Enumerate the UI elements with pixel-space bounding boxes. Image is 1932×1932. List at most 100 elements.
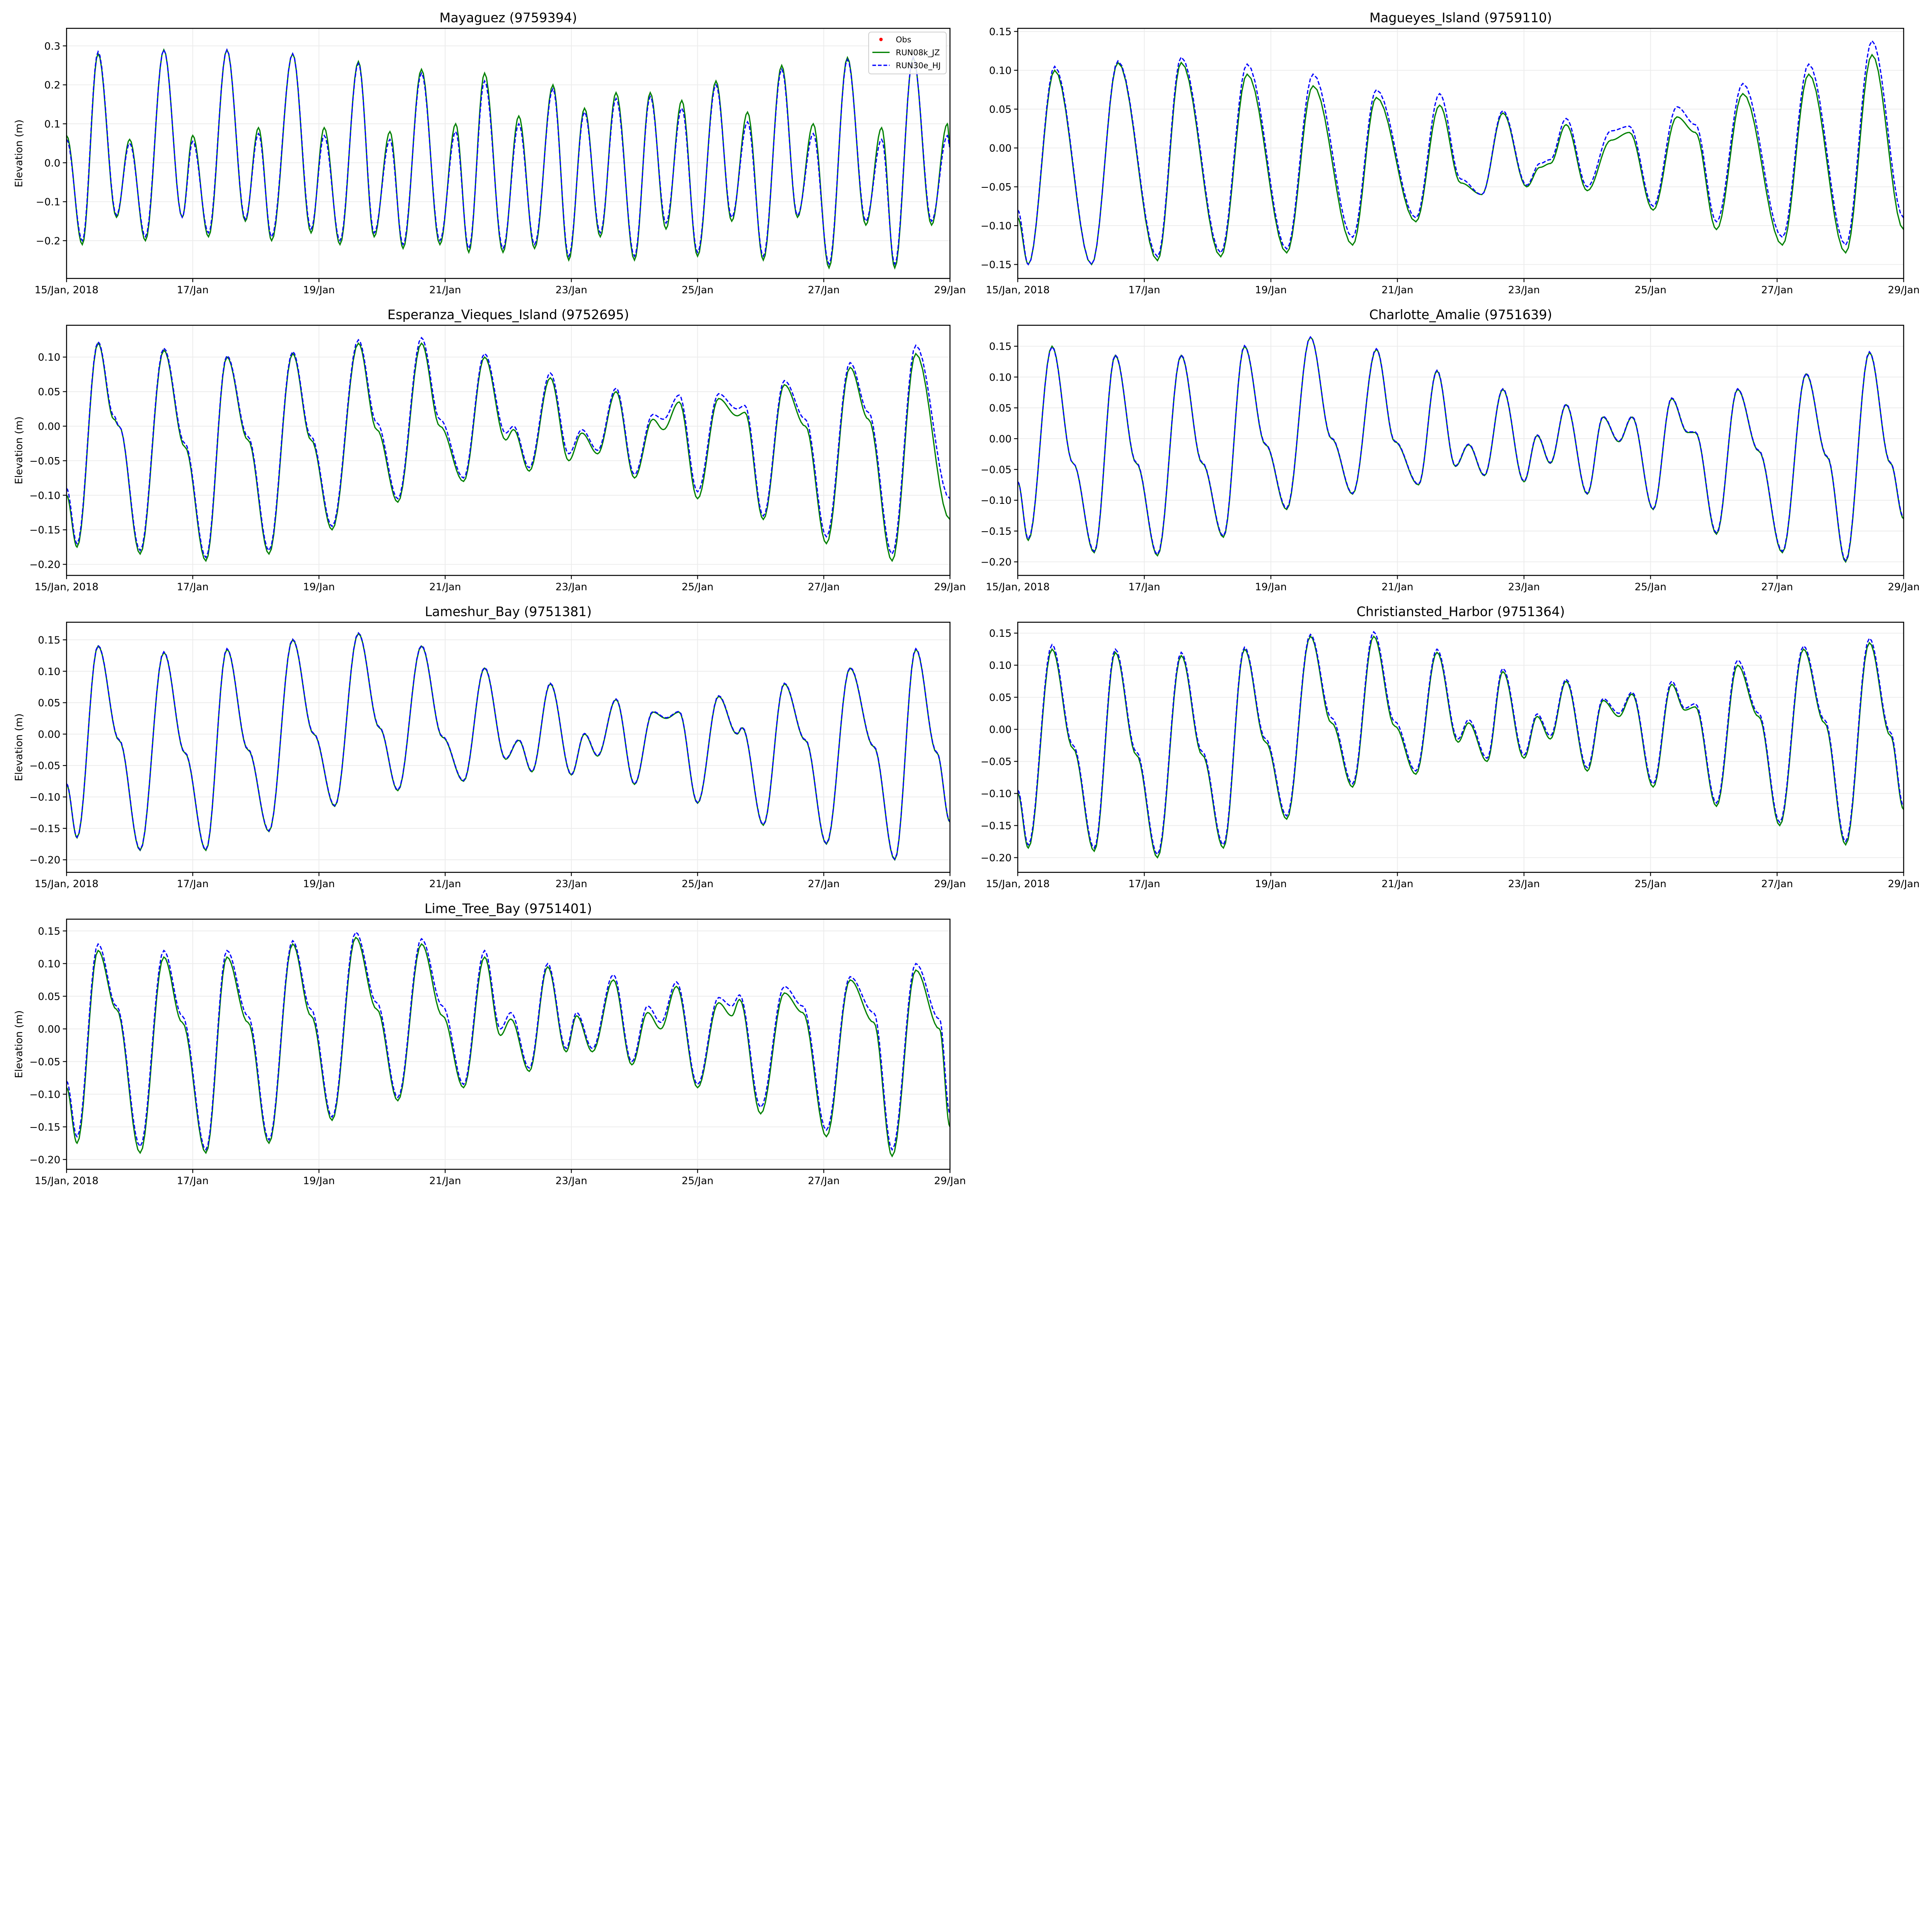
subplot-6: 15/Jan, 2018 17/Jan 19/Jan 21/Jan 23/Jan 25/J… — [981, 604, 1920, 890]
x-tick-label: 25/Jan — [682, 1175, 713, 1187]
subplot-title: Lameshur_Bay (9751381) — [425, 604, 592, 619]
y-tick-label: −0.05 — [29, 456, 60, 467]
series-line-RUN30e_HJ — [66, 48, 950, 266]
x-tick-label: 27/Jan — [808, 581, 840, 593]
axes-frame — [1017, 325, 1904, 576]
x-tick-label: 19/Jan — [303, 581, 335, 593]
y-axis-label: Elevation (m) — [13, 417, 25, 485]
x-tick-label: 17/Jan — [1128, 284, 1160, 296]
x-tick-label: 27/Jan — [1761, 581, 1793, 593]
subplot-5: 15/Jan, 2018 17/Jan 19/Jan 21/Jan 23/Jan 25/J… — [13, 604, 966, 890]
series-line-RUN30e_HJ — [66, 931, 950, 1151]
y-tick-label: −0.05 — [29, 760, 60, 772]
x-tick-label: 23/Jan — [556, 581, 587, 593]
y-tick-label: −0.05 — [29, 1056, 60, 1068]
y-tick-label: −0.15 — [981, 259, 1012, 271]
x-tick-label: 15/Jan, 2018 — [34, 284, 98, 296]
x-tick-label: 25/Jan — [1634, 284, 1666, 296]
x-tick-label: 17/Jan — [177, 878, 209, 890]
series-line-RUN30e_HJ — [1017, 336, 1904, 562]
x-tick-label: 21/Jan — [1381, 581, 1413, 593]
x-tick-label: 27/Jan — [1761, 878, 1793, 890]
x-tick-label: 15/Jan, 2018 — [986, 284, 1049, 296]
axes-frame — [66, 28, 951, 279]
legend: Obs RUN08k_JZ RUN30e_HJ — [868, 31, 947, 75]
y-axis-label: Elevation (m) — [13, 713, 25, 781]
y-axis-label: Elevation (m) — [13, 1010, 25, 1078]
y-tick-label: 0.15 — [989, 26, 1012, 38]
subplot-title: Lime_Tree_Bay (9751401) — [425, 901, 592, 916]
y-tick-label: −0.05 — [981, 464, 1012, 476]
x-tick-label: 17/Jan — [1128, 878, 1160, 890]
x-tick-label: 21/Jan — [429, 878, 461, 890]
y-tick-label: 0.00 — [38, 1024, 60, 1035]
series-line-RUN08k_JZ — [1017, 635, 1904, 859]
y-tick-label: 0.00 — [38, 421, 60, 432]
x-tick-label: 19/Jan — [1255, 581, 1287, 593]
x-tick-label: 23/Jan — [1508, 878, 1540, 890]
legend-box — [868, 31, 947, 75]
x-tick-label: 27/Jan — [1761, 284, 1793, 296]
x-tick-label: 21/Jan — [429, 581, 461, 593]
x-tick-label: 23/Jan — [1508, 284, 1540, 296]
x-tick-label: 25/Jan — [682, 878, 713, 890]
axes-frame — [66, 918, 951, 1170]
y-tick-label: 0.05 — [989, 403, 1012, 414]
y-tick-label: 0.00 — [989, 724, 1012, 736]
axes-frame — [66, 622, 951, 873]
x-tick-label: 29/Jan — [934, 1175, 966, 1187]
legend-marker-obs — [879, 37, 883, 41]
x-tick-label: 29/Jan — [934, 878, 966, 890]
y-tick-label: 0.15 — [38, 926, 60, 937]
y-tick-label: 0.15 — [989, 341, 1012, 353]
subplot-title: Christiansted_Harbor (9751364) — [1357, 604, 1565, 619]
x-tick-label: 15/Jan, 2018 — [34, 1175, 98, 1187]
x-tick-label: 23/Jan — [556, 284, 587, 296]
series-line-RUN30e_HJ — [1017, 39, 1904, 266]
y-tick-label: −0.15 — [29, 823, 60, 835]
x-tick-label: 17/Jan — [177, 284, 209, 296]
y-tick-label: 0.1 — [44, 119, 61, 130]
y-tick-label: −0.20 — [29, 1154, 60, 1166]
y-tick-label: 0.10 — [38, 958, 60, 970]
axes-frame — [1017, 622, 1904, 873]
x-tick-label: 19/Jan — [303, 1175, 335, 1187]
y-tick-label: 0.2 — [44, 80, 61, 91]
subplot-title: Magueyes_Island (9759110) — [1369, 10, 1552, 25]
x-tick-label: 29/Jan — [934, 284, 966, 296]
y-tick-label: −0.15 — [981, 820, 1012, 832]
x-tick-label: 21/Jan — [1381, 878, 1413, 890]
axes-frame — [1017, 28, 1904, 279]
x-tick-label: 15/Jan, 2018 — [34, 581, 98, 593]
y-tick-label: 0.10 — [38, 352, 60, 364]
x-tick-label: 29/Jan — [1888, 878, 1920, 890]
series-line-RUN30e_HJ — [1017, 631, 1904, 856]
y-tick-label: 0.05 — [38, 386, 60, 398]
x-tick-label: 19/Jan — [303, 878, 335, 890]
y-tick-label: −0.2 — [36, 235, 60, 247]
y-tick-label: −0.20 — [981, 852, 1012, 864]
subplot-1: 15/Jan, 2018 17/Jan 19/Jan 21/Jan 23/Jan 25/J… — [13, 10, 966, 296]
x-tick-label: 15/Jan, 2018 — [34, 878, 98, 890]
y-tick-label: 0.05 — [989, 692, 1012, 704]
y-tick-label: 0.00 — [38, 729, 60, 740]
x-tick-label: 21/Jan — [1381, 284, 1413, 296]
y-tick-label: 0.3 — [44, 41, 61, 52]
legend-label: RUN08k_JZ — [896, 48, 940, 58]
y-tick-label: −0.20 — [29, 855, 60, 866]
y-tick-label: −0.20 — [981, 557, 1012, 568]
x-tick-label: 25/Jan — [1634, 878, 1666, 890]
x-tick-label: 23/Jan — [1508, 581, 1540, 593]
x-tick-label: 27/Jan — [808, 1175, 840, 1187]
subplot-title: Charlotte_Amalie (9751639) — [1369, 307, 1552, 322]
subplots: 15/Jan, 2018 17/Jan 19/Jan 21/Jan 23/Jan 25/J… — [13, 10, 1920, 1187]
y-tick-label: 0.10 — [989, 65, 1012, 77]
axes-frame — [66, 325, 951, 576]
x-tick-label: 25/Jan — [682, 284, 713, 296]
figure: 15/Jan, 2018 17/Jan 19/Jan 21/Jan 23/Jan 25/J… — [13, 10, 1920, 1187]
series-line-RUN30e_HJ — [66, 632, 950, 861]
x-tick-label: 29/Jan — [934, 581, 966, 593]
y-tick-label: −0.20 — [29, 559, 60, 571]
x-tick-label: 21/Jan — [429, 284, 461, 296]
subplot-4: 15/Jan, 2018 17/Jan 19/Jan 21/Jan 23/Jan 25/J… — [981, 307, 1920, 593]
